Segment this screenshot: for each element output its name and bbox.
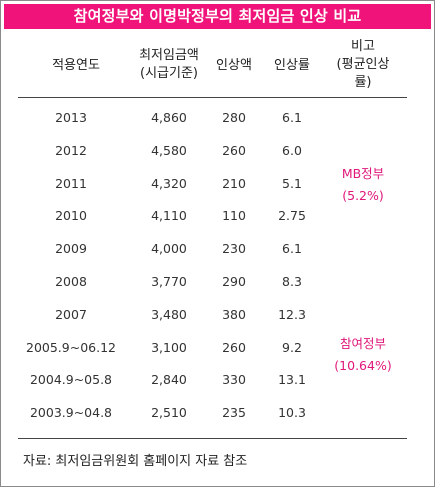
header-wage: 최저임금액 (시급기준) [119,47,219,83]
cell-wage: 4,110 [151,208,187,223]
header-rate-label: 인상률 [274,58,310,73]
cell-rate: 6.1 [282,110,302,125]
cell-year: 2010 [55,208,87,223]
cell-wage: 2,510 [151,405,187,420]
table-title: 참여정부와 이명박정부의 최저임금 인상 비교 [4,4,431,29]
header-rule [18,97,407,98]
cell-wage: 4,000 [151,241,187,256]
cell-rate: 10.3 [278,405,306,420]
cell-increase: 230 [222,241,246,256]
cell-increase: 110 [222,208,246,223]
header-year: 적용연도 [21,57,131,75]
cell-rate: 9.2 [282,340,302,355]
cell-year: 2007 [55,307,87,322]
cell-wage: 3,480 [151,307,187,322]
note-roh-avg: (10.64%) [334,358,392,373]
cell-year: 2005.9~06.12 [26,340,116,355]
note-roh-label: 참여정부 [339,336,386,351]
note-mb-label: MB정부 [341,166,385,181]
header-note-line2: (평균인상 [336,57,390,72]
cell-year: 2009 [55,241,87,256]
cell-increase: 235 [222,405,246,420]
header-increase: 인상액 [205,57,263,75]
source-note: 자료: 최저임금위원회 홈페이지 자료 참조 [23,454,248,469]
cell-rate: 12.3 [278,307,306,322]
cell-increase: 210 [222,176,246,191]
cell-year: 2013 [55,110,87,125]
cell-increase: 290 [222,274,246,289]
cell-wage: 3,770 [151,274,187,289]
header-note: 비고 (평균인상 률) [321,38,405,92]
cell-wage: 4,320 [151,176,187,191]
header-note-line1: 비고 [351,39,375,54]
cell-year: 2008 [55,274,87,289]
header-wage-line1: 최저임금액 [139,48,199,63]
cell-increase: 260 [222,143,246,158]
cell-wage: 3,100 [151,340,187,355]
note-roh: 참여정부 (10.64%) [317,333,409,377]
header-note-line3: 률) [354,75,372,90]
header-year-label: 적용연도 [52,58,100,73]
cell-rate: 5.1 [282,176,302,191]
cell-increase: 330 [222,372,246,387]
footer-rule [18,438,407,439]
cell-year: 2004.9~05.8 [29,372,113,387]
cell-increase: 260 [222,340,246,355]
note-mb-avg: (5.2%) [342,188,384,203]
header-rate: 인상률 [263,57,321,75]
cell-wage: 4,860 [151,110,187,125]
note-mb: MB정부 (5.2%) [321,163,405,207]
header-wage-line2: (시급기준) [140,66,198,81]
cell-rate: 6.0 [282,143,302,158]
cell-rate: 6.1 [282,241,302,256]
header-increase-label: 인상액 [216,58,252,73]
cell-increase: 380 [222,307,246,322]
cell-increase: 280 [222,110,246,125]
cell-year: 2012 [55,143,87,158]
cell-year: 2003.9~04.8 [29,405,113,420]
cell-rate: 8.3 [282,274,302,289]
cell-rate: 13.1 [278,372,306,387]
cell-year: 2011 [55,176,87,191]
cell-wage: 4,580 [151,143,187,158]
cell-wage: 2,840 [151,372,187,387]
cell-rate: 2.75 [278,208,306,223]
